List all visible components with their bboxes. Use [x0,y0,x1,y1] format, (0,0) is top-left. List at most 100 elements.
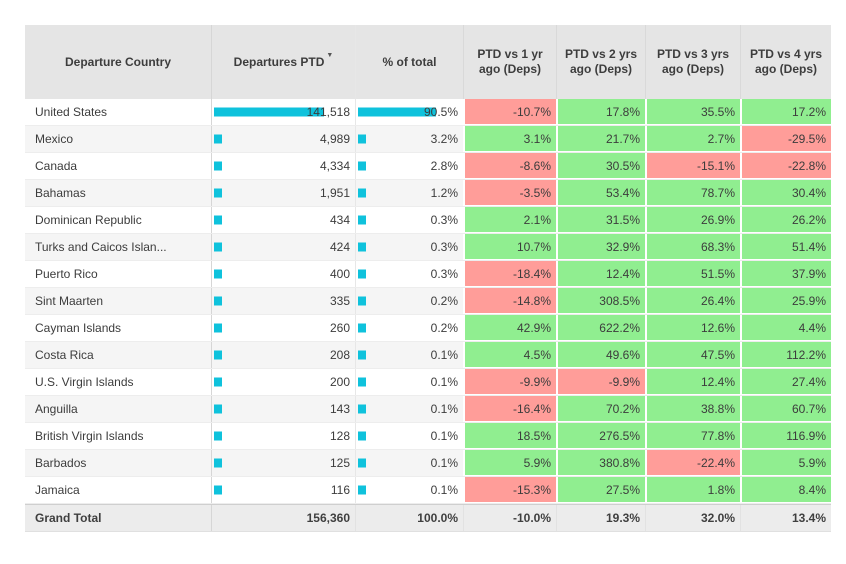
ptd-vs-3yr-cell[interactable]: 32.0% [645,505,740,531]
pct-of-total-cell[interactable]: 3.2% [355,126,463,152]
pct-of-total-cell[interactable]: 0.3% [355,261,463,287]
header-departures-ptd[interactable]: Departures PTD ▼ [211,25,355,99]
table-row[interactable]: U.S. Virgin Islands 200 0.1% -9.9% -9.9% 12.4… [25,369,831,396]
ptd-vs-4yr-cell[interactable]: 116.9% [740,423,831,449]
header-ptd-vs-3yr[interactable]: PTD vs 3 yrs ago (Deps) [645,25,740,99]
pct-of-total-cell[interactable]: 0.3% [355,234,463,260]
country-cell[interactable]: Sint Maarten [25,288,211,314]
ptd-vs-2yr-cell[interactable]: 53.4% [556,180,645,206]
country-cell[interactable]: Bahamas [25,180,211,206]
ptd-vs-1yr-cell[interactable]: 3.1% [463,126,556,152]
ptd-vs-4yr-cell[interactable]: 17.2% [740,99,831,125]
ptd-vs-1yr-cell[interactable]: -15.3% [463,477,556,503]
ptd-vs-3yr-cell[interactable]: -22.4% [645,450,740,476]
header-ptd-vs-2yr[interactable]: PTD vs 2 yrs ago (Deps) [556,25,645,99]
ptd-vs-2yr-cell[interactable]: 31.5% [556,207,645,233]
table-row[interactable]: Jamaica 116 0.1% -15.3% 27.5% 1.8% 8.4% [25,477,831,504]
ptd-vs-4yr-cell[interactable]: 13.4% [740,505,831,531]
ptd-vs-1yr-cell[interactable]: 2.1% [463,207,556,233]
departures-cell[interactable]: 125 [211,450,355,476]
pct-of-total-cell[interactable]: 0.2% [355,288,463,314]
ptd-vs-3yr-cell[interactable]: 12.4% [645,369,740,395]
ptd-vs-3yr-cell[interactable]: 35.5% [645,99,740,125]
pct-of-total-cell[interactable]: 100.0% [355,505,463,531]
table-row[interactable]: Mexico 4,989 3.2% 3.1% 21.7% 2.7% -29.5% [25,126,831,153]
ptd-vs-4yr-cell[interactable]: 5.9% [740,450,831,476]
departures-cell[interactable]: 4,334 [211,153,355,179]
header-departure-country[interactable]: Departure Country [25,25,211,99]
ptd-vs-4yr-cell[interactable]: 30.4% [740,180,831,206]
country-cell[interactable]: United States [25,99,211,125]
country-cell[interactable]: Canada [25,153,211,179]
country-cell[interactable]: Barbados [25,450,211,476]
table-row[interactable]: Bahamas 1,951 1.2% -3.5% 53.4% 78.7% 30.4% [25,180,831,207]
pct-of-total-cell[interactable]: 90.5% [355,99,463,125]
country-cell[interactable]: British Virgin Islands [25,423,211,449]
ptd-vs-1yr-cell[interactable]: -18.4% [463,261,556,287]
header-pct-of-total[interactable]: % of total [355,25,463,99]
country-cell[interactable]: Anguilla [25,396,211,422]
ptd-vs-1yr-cell[interactable]: 42.9% [463,315,556,341]
ptd-vs-3yr-cell[interactable]: 1.8% [645,477,740,503]
ptd-vs-2yr-cell[interactable]: 622.2% [556,315,645,341]
ptd-vs-2yr-cell[interactable]: 276.5% [556,423,645,449]
ptd-vs-1yr-cell[interactable]: 4.5% [463,342,556,368]
ptd-vs-2yr-cell[interactable]: 380.8% [556,450,645,476]
pct-of-total-cell[interactable]: 0.1% [355,423,463,449]
pct-of-total-cell[interactable]: 0.3% [355,207,463,233]
ptd-vs-2yr-cell[interactable]: 21.7% [556,126,645,152]
ptd-vs-1yr-cell[interactable]: -3.5% [463,180,556,206]
table-row[interactable]: Cayman Islands 260 0.2% 42.9% 622.2% 12.6% 4.4… [25,315,831,342]
ptd-vs-3yr-cell[interactable]: 26.4% [645,288,740,314]
departures-cell[interactable]: 200 [211,369,355,395]
country-cell[interactable]: Cayman Islands [25,315,211,341]
departures-cell[interactable]: 400 [211,261,355,287]
table-row[interactable]: Costa Rica 208 0.1% 4.5% 49.6% 47.5% 112.2% [25,342,831,369]
country-cell[interactable]: Jamaica [25,477,211,503]
ptd-vs-1yr-cell[interactable]: -10.0% [463,505,556,531]
ptd-vs-1yr-cell[interactable]: -8.6% [463,153,556,179]
grand-total-row[interactable]: Grand Total 156,360 100.0% -10.0% 19.3% 32.0%… [25,504,831,532]
departures-cell[interactable]: 143 [211,396,355,422]
table-row[interactable]: Dominican Republic 434 0.3% 2.1% 31.5% 26.9% 2… [25,207,831,234]
table-row[interactable]: Anguilla 143 0.1% -16.4% 70.2% 38.8% 60.7% [25,396,831,423]
ptd-vs-4yr-cell[interactable]: -29.5% [740,126,831,152]
ptd-vs-3yr-cell[interactable]: 47.5% [645,342,740,368]
pct-of-total-cell[interactable]: 0.1% [355,396,463,422]
table-row[interactable]: Canada 4,334 2.8% -8.6% 30.5% -15.1% -22.8% [25,153,831,180]
country-cell[interactable]: Costa Rica [25,342,211,368]
ptd-vs-2yr-cell[interactable]: 70.2% [556,396,645,422]
ptd-vs-2yr-cell[interactable]: 19.3% [556,505,645,531]
ptd-vs-3yr-cell[interactable]: 68.3% [645,234,740,260]
departures-cell[interactable]: 4,989 [211,126,355,152]
departures-cell[interactable]: 208 [211,342,355,368]
ptd-vs-4yr-cell[interactable]: 112.2% [740,342,831,368]
ptd-vs-1yr-cell[interactable]: -14.8% [463,288,556,314]
table-row[interactable]: Sint Maarten 335 0.2% -14.8% 308.5% 26.4% 25.9… [25,288,831,315]
ptd-vs-2yr-cell[interactable]: 49.6% [556,342,645,368]
country-cell[interactable]: Turks and Caicos Islan... [25,234,211,260]
ptd-vs-1yr-cell[interactable]: 18.5% [463,423,556,449]
departures-cell[interactable]: 156,360 [211,505,355,531]
ptd-vs-2yr-cell[interactable]: 32.9% [556,234,645,260]
pct-of-total-cell[interactable]: 0.1% [355,477,463,503]
departures-cell[interactable]: 335 [211,288,355,314]
ptd-vs-4yr-cell[interactable]: 4.4% [740,315,831,341]
ptd-vs-4yr-cell[interactable]: 60.7% [740,396,831,422]
table-row[interactable]: Barbados 125 0.1% 5.9% 380.8% -22.4% 5.9% [25,450,831,477]
ptd-vs-3yr-cell[interactable]: 26.9% [645,207,740,233]
ptd-vs-3yr-cell[interactable]: 78.7% [645,180,740,206]
departures-cell[interactable]: 116 [211,477,355,503]
ptd-vs-2yr-cell[interactable]: -9.9% [556,369,645,395]
pct-of-total-cell[interactable]: 1.2% [355,180,463,206]
ptd-vs-2yr-cell[interactable]: 308.5% [556,288,645,314]
ptd-vs-4yr-cell[interactable]: 26.2% [740,207,831,233]
ptd-vs-4yr-cell[interactable]: 51.4% [740,234,831,260]
pct-of-total-cell[interactable]: 0.2% [355,315,463,341]
ptd-vs-3yr-cell[interactable]: 77.8% [645,423,740,449]
pct-of-total-cell[interactable]: 0.1% [355,342,463,368]
ptd-vs-4yr-cell[interactable]: 8.4% [740,477,831,503]
country-cell[interactable]: Grand Total [25,505,211,531]
table-row[interactable]: British Virgin Islands 128 0.1% 18.5% 276.5%… [25,423,831,450]
ptd-vs-3yr-cell[interactable]: 51.5% [645,261,740,287]
